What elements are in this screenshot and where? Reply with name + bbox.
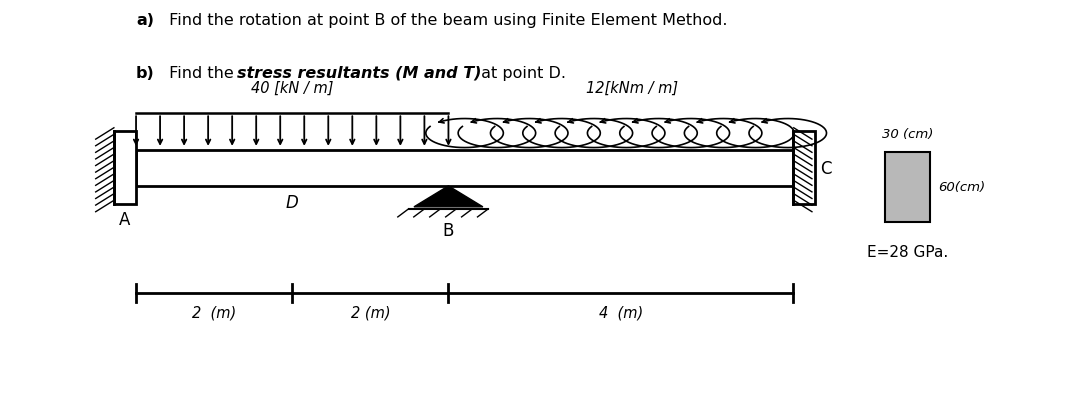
Text: Find the rotation at point B of the beam using Finite Element Method.: Find the rotation at point B of the beam… — [164, 13, 728, 28]
Bar — [793, 132, 814, 205]
Text: b): b) — [136, 66, 154, 81]
Bar — [885, 152, 930, 223]
Polygon shape — [414, 186, 483, 207]
Text: at point D.: at point D. — [476, 66, 566, 81]
Text: 2 (m): 2 (m) — [351, 305, 390, 320]
Text: D: D — [286, 194, 298, 211]
Text: C: C — [820, 159, 832, 177]
Text: stress resultants (M and T): stress resultants (M and T) — [238, 66, 482, 81]
Text: E=28 GPa.: E=28 GPa. — [867, 245, 948, 260]
Text: 30 (cm): 30 (cm) — [881, 127, 933, 140]
Text: Find the: Find the — [164, 66, 239, 81]
Text: 12[kNm / m]: 12[kNm / m] — [585, 81, 677, 96]
Text: A: A — [119, 211, 131, 228]
Text: a): a) — [136, 13, 154, 28]
Text: 2  (m): 2 (m) — [192, 305, 237, 320]
Text: B: B — [443, 222, 454, 239]
Bar — [114, 132, 136, 205]
Text: 4  (m): 4 (m) — [598, 305, 643, 320]
Text: 40 [kN / m]: 40 [kN / m] — [251, 81, 334, 96]
Bar — [136, 150, 793, 186]
Text: 60(cm): 60(cm) — [939, 181, 986, 194]
